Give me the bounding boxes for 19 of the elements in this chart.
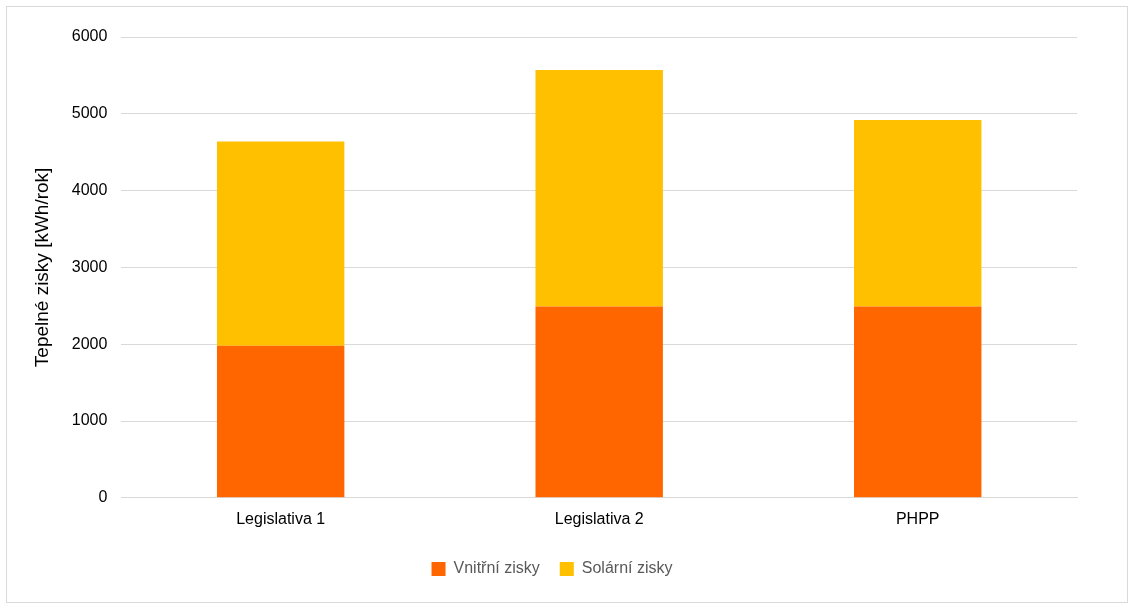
legend-label: Solární zisky	[581, 559, 673, 577]
bar	[216, 141, 345, 346]
bar	[535, 70, 663, 307]
bar	[854, 119, 982, 307]
bar	[216, 345, 345, 498]
y-tick-label: 5000	[71, 104, 108, 122]
x-tick-label: Legislativa 2	[554, 509, 644, 527]
y-tick-label: 0	[98, 488, 108, 506]
bar	[535, 306, 663, 498]
y-tick-label: 3000	[71, 257, 108, 275]
bar	[854, 306, 982, 498]
y-tick-label: 1000	[71, 411, 108, 429]
y-tick-label: 2000	[71, 334, 108, 352]
y-axis-title: Tepelné zisky [kWh/rok]	[30, 167, 52, 368]
y-tick-label: 6000	[71, 27, 108, 45]
x-tick-label: PHPP	[895, 509, 940, 527]
x-tick-label: Legislativa 1	[236, 509, 326, 527]
y-tick-label: 4000	[71, 181, 108, 199]
legend-label: Vnitřní zisky	[453, 559, 540, 577]
